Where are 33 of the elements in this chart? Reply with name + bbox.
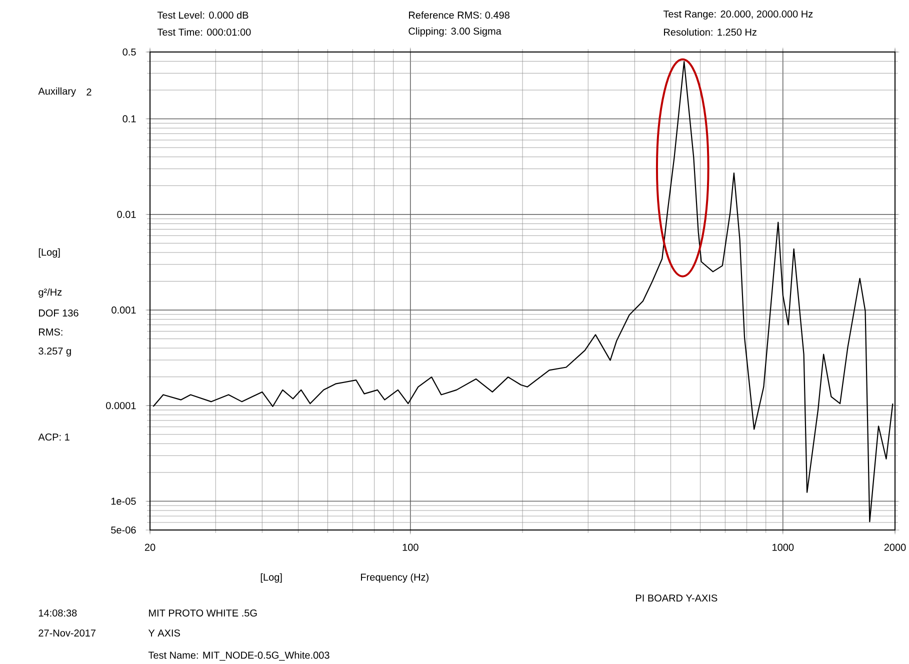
- text: Test Time: 000:01:00: [157, 28, 251, 36]
- text: Auxillary: [38, 87, 76, 97]
- text: Clipping: 3.00 Sigma: [408, 27, 502, 37]
- text: ACP: 1: [38, 433, 70, 441]
- x-tick-label: 2000: [884, 544, 906, 551]
- text: PI BOARD Y-AXIS: [636, 594, 718, 602]
- y-tick-label: 1e-05: [111, 498, 136, 505]
- y-tick-label: 0.1: [122, 115, 136, 122]
- text: Test Name: MIT_NODE-0.5G_White.003: [148, 651, 330, 661]
- y-tick-label: 0.01: [117, 210, 136, 218]
- text: MIT PROTO WHITE .5G: [149, 609, 257, 617]
- text: 3.257 g: [38, 347, 71, 357]
- x-tick-label: 20: [144, 544, 156, 551]
- text: [Log]: [38, 248, 60, 258]
- text: 27-Nov-2017: [38, 629, 96, 637]
- text: Resolution: 1.250 Hz: [664, 28, 756, 36]
- x-tick-label: 1000: [772, 544, 794, 551]
- text: 14:08:38: [38, 609, 77, 617]
- text: Y AXIS: [148, 629, 180, 637]
- y-tick-label: 0.001: [112, 306, 136, 314]
- text: Test Range: 20.000, 2000.000 Hz: [663, 10, 813, 20]
- y-axis-title: g²/Hz: [38, 288, 62, 298]
- text: Reference RMS: 0.498: [409, 11, 510, 19]
- y-tick-label: 5e-06: [111, 526, 136, 534]
- text: RMS:: [39, 328, 62, 336]
- y-tick-label: 0.0001: [106, 402, 136, 410]
- text: 2: [86, 88, 92, 96]
- text: DOF 136: [39, 309, 78, 317]
- x-axis-title: Frequency (Hz): [361, 573, 428, 583]
- text: Test Level: 0.000 dB: [157, 11, 248, 19]
- x-tick-label: 100: [402, 544, 418, 551]
- text: [Log]: [260, 573, 282, 583]
- y-tick-label: 0.5: [122, 48, 136, 56]
